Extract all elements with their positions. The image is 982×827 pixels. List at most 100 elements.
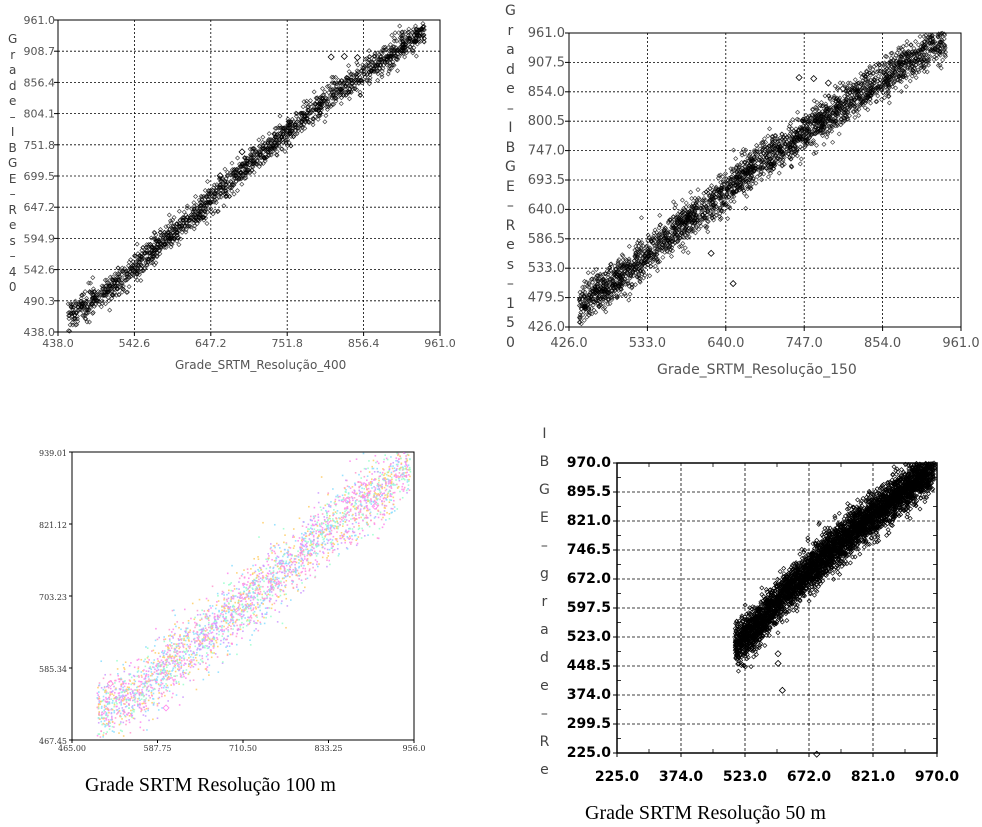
data-point: [935, 47, 941, 53]
data-point: [594, 281, 600, 287]
data-point: [176, 665, 179, 667]
data-point: [291, 119, 297, 125]
data-point: [157, 251, 163, 257]
data-point: [606, 290, 612, 296]
y-tick-label: 640.0: [528, 202, 565, 217]
y-tick-label: 961.0: [24, 14, 56, 27]
data-point: [758, 159, 764, 165]
data-point: [155, 238, 161, 244]
data-point: [792, 151, 798, 157]
data-point: [301, 550, 303, 552]
data-point: [393, 56, 399, 62]
data-point: [729, 190, 735, 196]
data-point: [323, 547, 326, 550]
data-point: [357, 89, 363, 95]
data-point: [346, 86, 352, 92]
data-point: [216, 645, 219, 648]
data-point: [187, 631, 190, 634]
data-point: [882, 64, 888, 70]
data-point: [301, 547, 304, 550]
data-point: [151, 262, 157, 268]
data-point: [357, 511, 360, 514]
axis-label-char: –: [9, 109, 16, 124]
data-point: [108, 696, 111, 699]
data-point: [137, 253, 143, 259]
data-point: [776, 161, 782, 167]
data-point: [604, 289, 610, 295]
data-point: [640, 262, 646, 268]
data-point: [635, 258, 641, 264]
data-point: [415, 27, 421, 33]
data-point: [736, 162, 742, 168]
data-point: [763, 165, 769, 171]
data-point: [826, 93, 832, 99]
data-point: [748, 158, 754, 164]
data-point: [827, 105, 833, 111]
data-point: [366, 57, 372, 63]
data-point: [847, 105, 853, 111]
data-point: [395, 68, 401, 74]
data-point: [577, 314, 583, 320]
data-point: [896, 47, 902, 53]
data-point: [670, 248, 676, 254]
data-point: [183, 229, 189, 235]
data-point: [889, 63, 895, 69]
data-point: [268, 555, 270, 557]
data-point: [196, 624, 199, 626]
chart-1: 438.0 542.6 647.2 751.8 856.4 961.0 438.0 490.3…: [0, 0, 470, 390]
data-point: [670, 225, 676, 231]
data-point: [411, 32, 417, 38]
data-point: [845, 94, 851, 100]
data-point: [816, 111, 822, 117]
data-point: [913, 39, 919, 45]
data-point: [126, 693, 129, 695]
data-point: [182, 696, 184, 698]
data-point: [142, 256, 148, 262]
data-point: [390, 456, 392, 458]
data-point: [157, 652, 160, 655]
data-point: [177, 223, 183, 229]
data-point: [830, 100, 836, 106]
data-point: [657, 259, 663, 265]
data-point: [133, 693, 136, 695]
data-point: [384, 494, 386, 496]
data-point: [103, 283, 109, 289]
data-point: [866, 87, 872, 93]
data-point: [186, 223, 192, 229]
data-point: [935, 32, 941, 38]
data-point: [330, 86, 336, 92]
data-point: [718, 215, 724, 221]
data-point: [238, 176, 244, 182]
data-points: [65, 21, 427, 334]
data-point: [632, 247, 638, 253]
data-point: [280, 131, 286, 137]
data-point: [854, 89, 860, 95]
axis-label-char: e: [506, 81, 515, 97]
data-point: [354, 60, 360, 66]
data-point: [185, 672, 187, 675]
data-point: [343, 515, 346, 518]
axis-label-char: a: [506, 42, 515, 58]
data-point: [851, 103, 857, 109]
data-point: [877, 77, 883, 83]
data-point: [238, 605, 240, 608]
data-point: [221, 611, 223, 614]
data-point: [137, 658, 140, 661]
data-point: [266, 594, 268, 597]
data-point: [329, 93, 335, 99]
data-point: [919, 40, 925, 46]
data-point: [308, 534, 310, 537]
data-point: [207, 191, 213, 197]
data-point: [123, 277, 129, 283]
data-point: [255, 628, 257, 630]
data-point: [275, 559, 277, 562]
data-point: [590, 296, 596, 302]
data-point: [287, 128, 293, 134]
y-tick-label: 908.7: [24, 45, 56, 58]
axis-label-char: –: [9, 187, 16, 201]
data-point: [328, 515, 331, 517]
data-point: [167, 236, 173, 242]
data-point: [778, 144, 784, 150]
data-point: [323, 113, 329, 119]
data-point: [299, 123, 305, 129]
